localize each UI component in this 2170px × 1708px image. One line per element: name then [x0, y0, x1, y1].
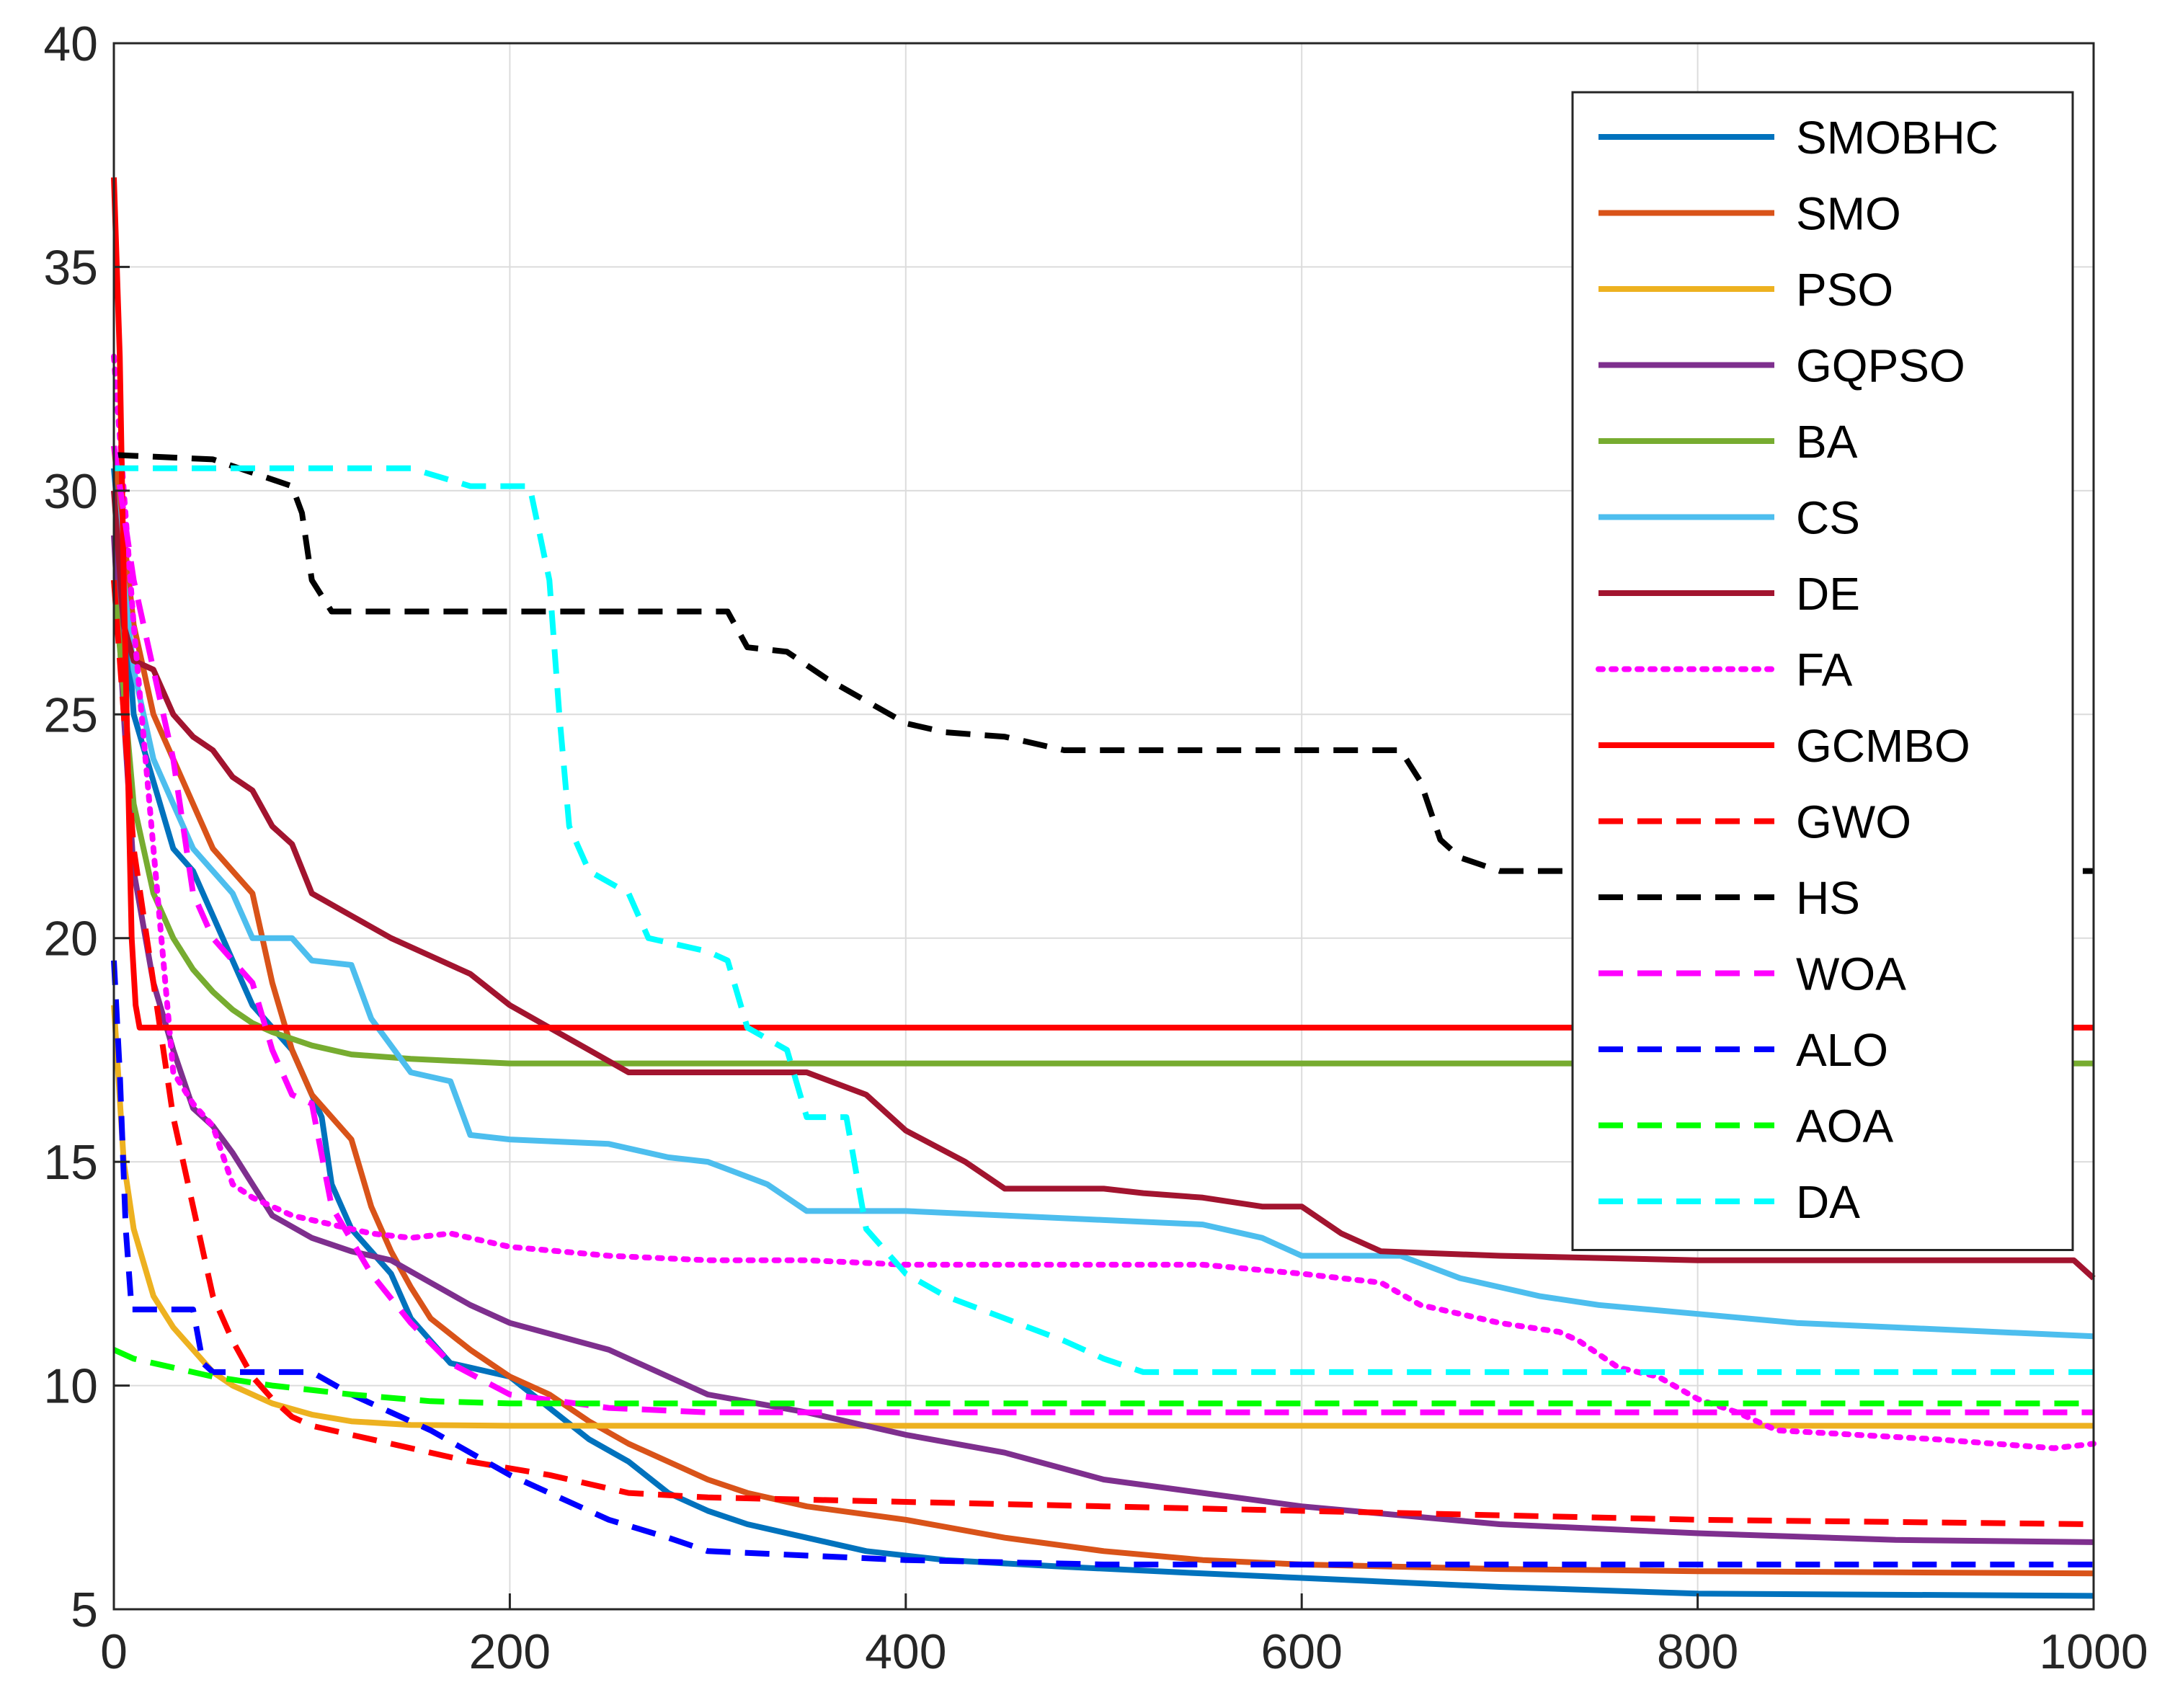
axes-box [112, 42, 2095, 1611]
series-line-alo [111, 960, 2094, 1567]
legend-label-gqpso: GQPSO [1796, 340, 1965, 392]
series-line-gwo [111, 579, 2094, 1527]
series-line-woa [111, 445, 2094, 1415]
series-line-hs [113, 452, 2094, 874]
x-tick-label: 800 [1657, 1624, 1738, 1679]
y-tick-label: 40 [43, 17, 98, 71]
series-line-cs [111, 490, 2094, 1340]
series-line-de [111, 490, 2096, 1281]
legend-label-smo: SMO [1796, 188, 1901, 240]
legend-label-da: DA [1796, 1176, 1860, 1228]
ticks: 0 200 400 600 800 1000 5 10 15 20 25 30 35 40 [43, 17, 2148, 1679]
y-tick-label: 10 [43, 1359, 98, 1414]
legend-label-cs: CS [1796, 492, 1860, 544]
legend-label-gcmbo: GCMBO [1796, 720, 1970, 772]
x-tick-label: 600 [1260, 1624, 1342, 1679]
x-tick-label: 400 [865, 1624, 946, 1679]
series-line-da [114, 465, 2094, 1375]
legend-label-smobhc: SMOBHC [1796, 112, 1998, 164]
series-line-aoa [112, 1347, 2094, 1407]
series-line-pso [111, 1005, 2094, 1429]
series-layer [111, 177, 2096, 1599]
legend-label-gwo: GWO [1796, 796, 1911, 848]
legend-label-aoa: AOA [1796, 1100, 1893, 1152]
y-tick-label: 15 [43, 1135, 98, 1190]
legend-label-fa: FA [1796, 644, 1853, 696]
legend-label-pso: PSO [1796, 264, 1893, 316]
x-tick-label: 200 [469, 1624, 551, 1679]
legend-label-hs: HS [1796, 872, 1860, 924]
series-line-fa [111, 353, 2096, 1451]
x-tick-label: 0 [100, 1624, 128, 1679]
series-line-gqpso [111, 535, 2094, 1545]
legend-label-de: DE [1796, 568, 1860, 620]
legend: SMOBHC SMO PSO GQPSO BA CS DE FA GCMBO GWO HS WOA AL… [1571, 91, 2074, 1251]
y-tick-label: 20 [43, 912, 98, 966]
legend-label-woa: WOA [1796, 948, 1906, 1000]
legend-label-ba: BA [1796, 416, 1858, 468]
series-line-ba [111, 579, 2094, 1067]
x-tick-label: 1000 [2039, 1624, 2148, 1679]
series-line-smo [111, 445, 2094, 1577]
y-tick-label: 30 [43, 464, 98, 519]
legend-label-alo: ALO [1796, 1024, 1888, 1076]
y-tick-label: 35 [43, 240, 98, 295]
y-tick-label: 25 [43, 688, 98, 742]
y-tick-label: 5 [71, 1583, 98, 1637]
